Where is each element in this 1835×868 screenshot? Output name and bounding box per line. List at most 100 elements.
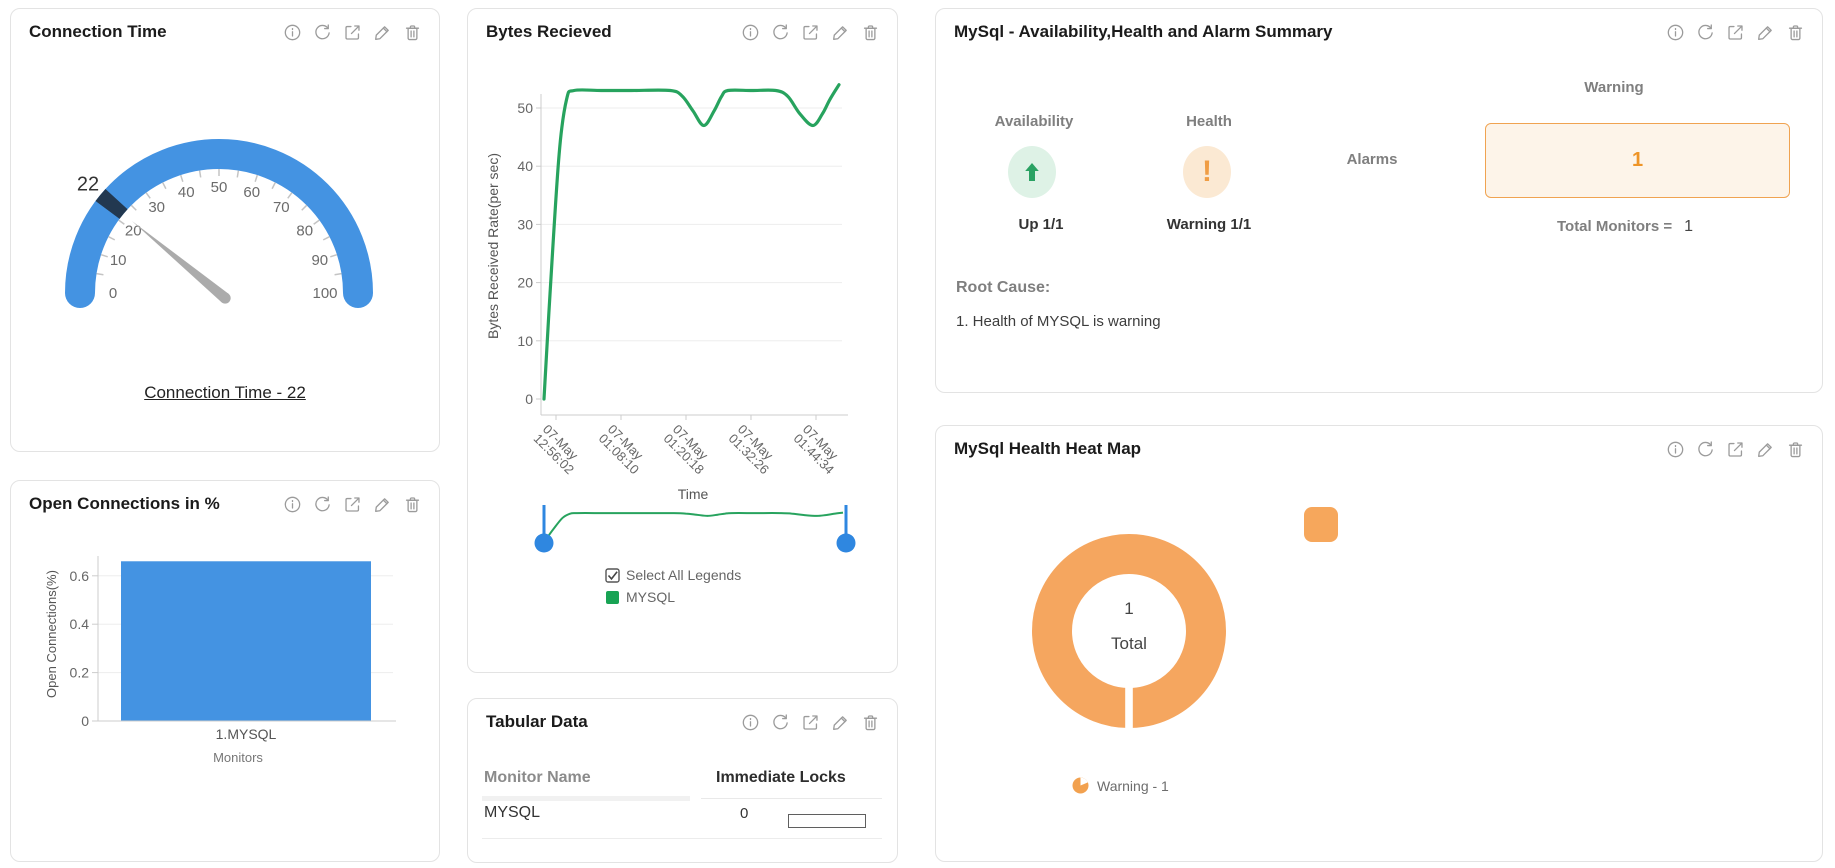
- card-title: Connection Time: [29, 22, 167, 41]
- open-in-new-icon[interactable]: [800, 712, 821, 733]
- y-tick-label: 30: [517, 216, 533, 232]
- gauge-tick-label: 90: [311, 252, 328, 269]
- donut-slice-warning[interactable]: [1032, 534, 1226, 728]
- open-in-new-icon[interactable]: [800, 22, 821, 43]
- donut-gap: [1125, 686, 1133, 732]
- open-in-new-icon[interactable]: [1725, 22, 1746, 43]
- card-mysql-summary: MySql - Availability,Health and Alarm Su…: [935, 8, 1823, 393]
- delete-icon[interactable]: [1785, 439, 1806, 460]
- donut-center-value: 1: [1124, 599, 1133, 618]
- x-category-label: 1.MYSQL: [216, 726, 277, 742]
- connection-time-gauge[interactable]: 0 10 20 30 40 50 60 70 80 90 100 22: [11, 9, 441, 461]
- delete-icon[interactable]: [402, 494, 423, 515]
- info-icon[interactable]: [740, 712, 761, 733]
- y-tick-label: 0.2: [70, 665, 90, 681]
- y-tick-label: 40: [517, 158, 533, 174]
- x-tick-label: 07-May01:32:26: [726, 422, 782, 478]
- gauge-tick: [162, 182, 167, 190]
- card-toolbar: [282, 22, 423, 43]
- gauge-needle: [131, 220, 229, 303]
- refresh-icon[interactable]: [770, 712, 791, 733]
- gauge-tick-label: 100: [312, 285, 337, 302]
- row-divider: [482, 838, 882, 839]
- info-icon[interactable]: [1665, 439, 1686, 460]
- slider-handle-left[interactable]: [534, 533, 554, 553]
- delete-icon[interactable]: [402, 22, 423, 43]
- edit-icon[interactable]: [830, 22, 851, 43]
- gauge-value-label: 22: [77, 174, 99, 196]
- card-toolbar: [282, 494, 423, 515]
- pie-icon: [1072, 777, 1089, 794]
- gauge-tick: [118, 219, 125, 225]
- gauge-tick: [330, 253, 338, 258]
- refresh-icon[interactable]: [312, 494, 333, 515]
- select-all-legends-label[interactable]: Select All Legends: [626, 567, 741, 583]
- open-in-new-icon[interactable]: [342, 22, 363, 43]
- info-icon[interactable]: [1665, 22, 1686, 43]
- card-toolbar: [740, 712, 881, 733]
- open-connections-bar-chart[interactable]: 0 0.2 0.4 0.6 1.MYSQL Monitors Open Connection…: [11, 541, 441, 841]
- card-open-connections: Open Connections in % 0 0.2 0.4 0.6 1.MYSQL M…: [10, 480, 440, 862]
- bar-mysql[interactable]: [121, 561, 371, 721]
- gauge-tick: [236, 170, 240, 178]
- edit-icon[interactable]: [372, 22, 393, 43]
- alarms-label: Alarms: [1346, 151, 1398, 168]
- health-donut-chart[interactable]: 1 Total: [1012, 514, 1252, 754]
- y-axis-title: Bytes Received Rate(per sec): [485, 153, 501, 339]
- edit-icon[interactable]: [1755, 439, 1776, 460]
- column-header-immediate-locks[interactable]: Immediate Locks: [716, 769, 846, 786]
- info-icon[interactable]: [740, 22, 761, 43]
- alarm-count-box[interactable]: 1: [1485, 123, 1790, 198]
- x-tick-label: 07-May01:08:10: [596, 422, 652, 478]
- gauge-arc: [65, 139, 373, 308]
- heatmap-cell-warning[interactable]: [1304, 507, 1338, 542]
- card-toolbar: [1665, 439, 1806, 460]
- edit-icon[interactable]: [830, 712, 851, 733]
- edit-icon[interactable]: [1755, 22, 1776, 43]
- x-tick-label: 07-May01:44:34: [791, 422, 847, 478]
- donut-legend-item[interactable]: Warning - 1: [1072, 777, 1169, 794]
- availability-up-icon[interactable]: [1008, 146, 1056, 198]
- gauge-tick-label: 30: [148, 199, 165, 216]
- gauge-tick: [100, 253, 108, 258]
- total-monitors-label: Total Monitors =: [1556, 218, 1673, 235]
- select-all-checkbox[interactable]: [605, 568, 620, 583]
- slider-handle-right[interactable]: [836, 533, 856, 553]
- alarm-severity-label: Warning: [1584, 79, 1644, 96]
- card-tabular-data: Tabular Data Monitor Name Immediate Lock…: [467, 698, 898, 863]
- info-icon[interactable]: [282, 22, 303, 43]
- column-header-monitor-name[interactable]: Monitor Name: [484, 769, 591, 786]
- card-title: Bytes Recieved: [486, 22, 612, 41]
- health-warning-icon[interactable]: !: [1183, 146, 1231, 198]
- x-tick-label: 07-May01:20:18: [661, 422, 717, 478]
- delete-icon[interactable]: [860, 22, 881, 43]
- connection-time-link[interactable]: Connection Time - 22: [144, 383, 306, 402]
- gauge-tick-label: 60: [243, 184, 260, 201]
- refresh-icon[interactable]: [1695, 22, 1716, 43]
- gauge-tick-label: 80: [296, 223, 313, 240]
- y-tick-label: 0.4: [70, 616, 90, 632]
- total-monitors: Total Monitors = 1: [1557, 218, 1693, 236]
- delete-icon[interactable]: [1785, 22, 1806, 43]
- info-icon[interactable]: [282, 494, 303, 515]
- refresh-icon[interactable]: [312, 22, 333, 43]
- availability-status: Up 1/1: [1018, 216, 1064, 233]
- donut-legend-label: Warning - 1: [1097, 777, 1169, 794]
- edit-icon[interactable]: [372, 494, 393, 515]
- open-in-new-icon[interactable]: [1725, 439, 1746, 460]
- gauge-tick: [130, 204, 137, 211]
- exclamation-icon: !: [1202, 155, 1212, 188]
- card-title: Tabular Data: [486, 712, 588, 731]
- open-in-new-icon[interactable]: [342, 494, 363, 515]
- refresh-icon[interactable]: [770, 22, 791, 43]
- y-tick-label: 50: [517, 100, 533, 116]
- series-line-mysql[interactable]: [542, 83, 841, 401]
- y-tick-label: 20: [517, 275, 533, 291]
- gauge-tick: [96, 272, 104, 276]
- card-connection-time: Connection Time 0 10 20 30 40 50 60 70 80 90 100 22…: [10, 8, 440, 452]
- delete-icon[interactable]: [860, 712, 881, 733]
- refresh-icon[interactable]: [1695, 439, 1716, 460]
- legend-swatch-mysql[interactable]: [606, 591, 619, 604]
- legend-label-mysql[interactable]: MYSQL: [626, 589, 675, 605]
